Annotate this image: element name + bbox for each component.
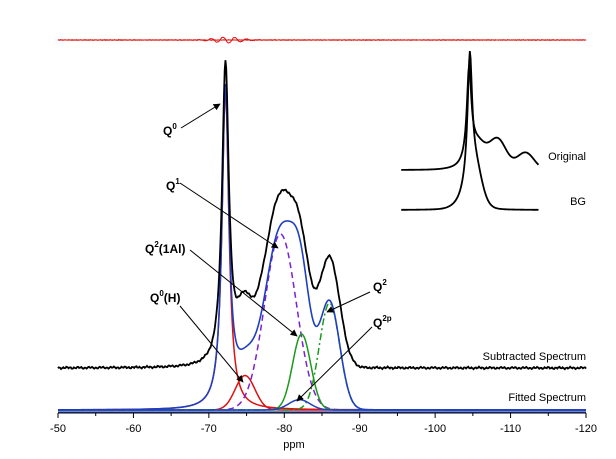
x-tick-label-4: -90 xyxy=(352,423,368,435)
arrow-q2p xyxy=(296,326,373,402)
series-q2-1al xyxy=(58,333,586,411)
annotation-q2-1al: Q2(1Al) xyxy=(145,240,185,256)
arrow-q2-1al xyxy=(189,249,298,337)
inset-curves xyxy=(401,51,540,211)
x-tick-label-1: -60 xyxy=(125,423,141,435)
x-tick-label-3: -80 xyxy=(276,423,292,435)
label-inset-original: Original xyxy=(548,151,586,163)
annotation-q1: Q1 xyxy=(166,177,180,193)
label-fitted-spectrum: Fitted Spectrum xyxy=(508,392,586,404)
annotation-arrows xyxy=(179,103,373,402)
series-residual-2 xyxy=(57,39,587,41)
annotation-q0h: Q0(H) xyxy=(150,289,180,305)
x-tick-label-5: -100 xyxy=(424,423,446,435)
x-axis-ticks: -50 -60 -70 -80 -90 -100 -110 -120 xyxy=(50,413,597,435)
series-curves xyxy=(57,36,587,413)
annotation-q2: Q2 xyxy=(373,278,387,294)
arrow-q1 xyxy=(179,182,279,249)
annotation-q2p: Q2p xyxy=(373,314,392,330)
arrow-q0 xyxy=(180,103,221,129)
annotation-q0: Q0 xyxy=(163,122,177,138)
series-fitted-spectrum xyxy=(58,83,586,411)
arrow-q2 xyxy=(326,291,371,313)
inset-series-original xyxy=(401,64,540,171)
inset-series-bg xyxy=(401,51,539,211)
x-tick-label-7: -120 xyxy=(575,423,597,435)
label-subtracted-spectrum: Subtracted Spectrum xyxy=(483,351,586,363)
label-inset-bg: BG xyxy=(570,196,586,208)
x-axis-title: ppm xyxy=(283,439,304,451)
x-tick-label-6: -110 xyxy=(500,423,521,435)
arrow-q0h xyxy=(179,305,244,383)
series-q1 xyxy=(58,233,586,411)
x-tick-label-2: -70 xyxy=(201,423,217,435)
series-subtracted-spectrum xyxy=(57,60,587,371)
x-tick-label-0: -50 xyxy=(50,423,66,435)
